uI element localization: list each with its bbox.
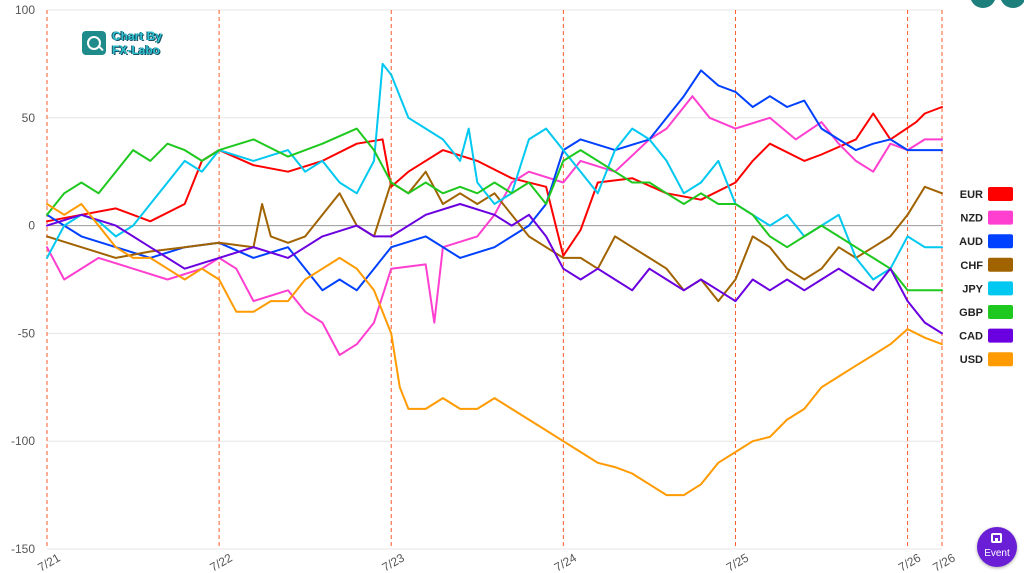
y-axis-labels: 100 50 0 -50 -100 -150 — [11, 3, 35, 556]
x-tick-label: 7/21 — [35, 550, 63, 573]
series-line-cad — [46, 203, 943, 335]
corner-button-left[interactable] — [970, 0, 996, 8]
legend-label-cad: CAD — [959, 331, 983, 343]
x-tick-label: 7/22 — [208, 550, 236, 573]
legend-label-nzd: NZD — [960, 213, 983, 225]
event-button-label: Event — [984, 548, 1010, 559]
series-line-gbp — [46, 127, 943, 292]
chart-logo: Chart By FX-Labo — [82, 29, 182, 59]
legend: EUR NZD AUD CHF JPY GBP CAD USD — [959, 187, 1013, 367]
legend-swatch-aud[interactable] — [988, 234, 1013, 249]
legend-swatch-jpy[interactable] — [988, 281, 1013, 296]
x-tick-label: 7/25 — [724, 550, 752, 573]
y-tick-label: 0 — [28, 219, 35, 233]
legend-swatch-usd[interactable] — [988, 352, 1013, 367]
event-button[interactable]: Event — [977, 527, 1017, 567]
series-line-chf — [46, 170, 943, 303]
legend-label-aud: AUD — [959, 236, 983, 248]
y-tick-label: 100 — [15, 3, 35, 17]
legend-label-eur: EUR — [960, 189, 983, 201]
y-tick-label: 50 — [22, 111, 36, 125]
legend-label-chf: CHF — [960, 260, 983, 272]
legend-swatch-cad[interactable] — [988, 328, 1013, 343]
logo-text-line1: Chart By — [112, 29, 163, 43]
legend-swatch-chf[interactable] — [988, 257, 1013, 272]
series-lines — [46, 62, 943, 497]
x-tick-label: 7/23 — [380, 550, 408, 573]
legend-label-jpy: JPY — [962, 283, 983, 295]
x-grid — [46, 10, 943, 549]
series-line-jpy — [46, 62, 943, 281]
logo-text-line2: FX-Labo — [112, 43, 160, 57]
legend-label-usd: USD — [960, 354, 983, 366]
legend-swatch-nzd[interactable] — [988, 210, 1013, 225]
x-tick-label: 7/26 — [896, 550, 924, 573]
corner-button-right[interactable] — [1000, 0, 1024, 8]
legend-swatch-eur[interactable] — [988, 187, 1013, 201]
calendar-icon — [991, 533, 1002, 543]
series-line-aud — [46, 69, 943, 292]
x-axis-labels: 7/21 7/22 7/23 7/24 7/25 7/26 7/26 — [35, 550, 958, 573]
series-line-usd — [46, 203, 943, 497]
y-tick-label: -150 — [11, 542, 35, 556]
x-tick-label: 7/26 — [930, 550, 958, 573]
x-tick-label: 7/24 — [552, 550, 580, 573]
legend-swatch-gbp[interactable] — [988, 305, 1013, 319]
magnifier-chart-icon — [82, 31, 106, 55]
y-grid — [47, 9, 942, 550]
y-tick-label: -100 — [11, 434, 35, 448]
legend-label-gbp: GBP — [959, 307, 983, 319]
y-tick-label: -50 — [18, 326, 36, 340]
